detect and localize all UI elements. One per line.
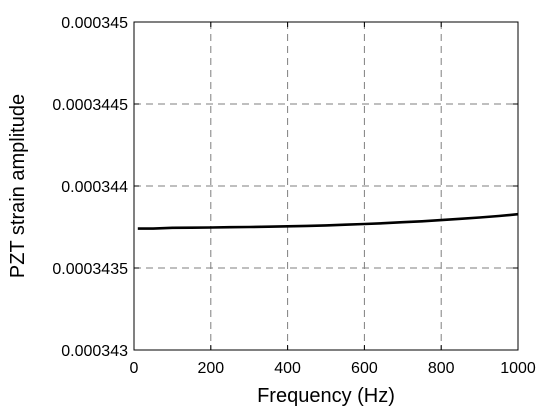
x-tick-label: 200 [197,360,224,377]
y-tick-label: 0.0003445 [52,97,128,114]
y-tick-label: 0.000345 [61,15,128,32]
series-layer [137,212,519,230]
x-axis-label: Frequency (Hz) [257,385,395,407]
x-tick-label: 400 [274,360,301,377]
x-tick-label: 1000 [500,360,536,377]
axis-ticks [133,21,519,351]
y-axis-label: PZT strain amplitude [7,94,29,278]
x-tick-label: 0 [130,360,139,377]
x-tick-labels: 0 200 400 600 800 1000 [130,360,536,377]
series-line [137,212,519,230]
y-tick-labels: 0.000343 0.0003435 0.000344 0.0003445 0.0003… [52,15,128,360]
y-tick-label: 0.000343 [61,343,128,360]
y-tick-label: 0.0003435 [52,261,128,278]
y-tick-label: 0.000344 [61,179,128,196]
x-tick-label: 600 [351,360,378,377]
grid-lines [134,22,518,350]
x-tick-label: 800 [428,360,455,377]
